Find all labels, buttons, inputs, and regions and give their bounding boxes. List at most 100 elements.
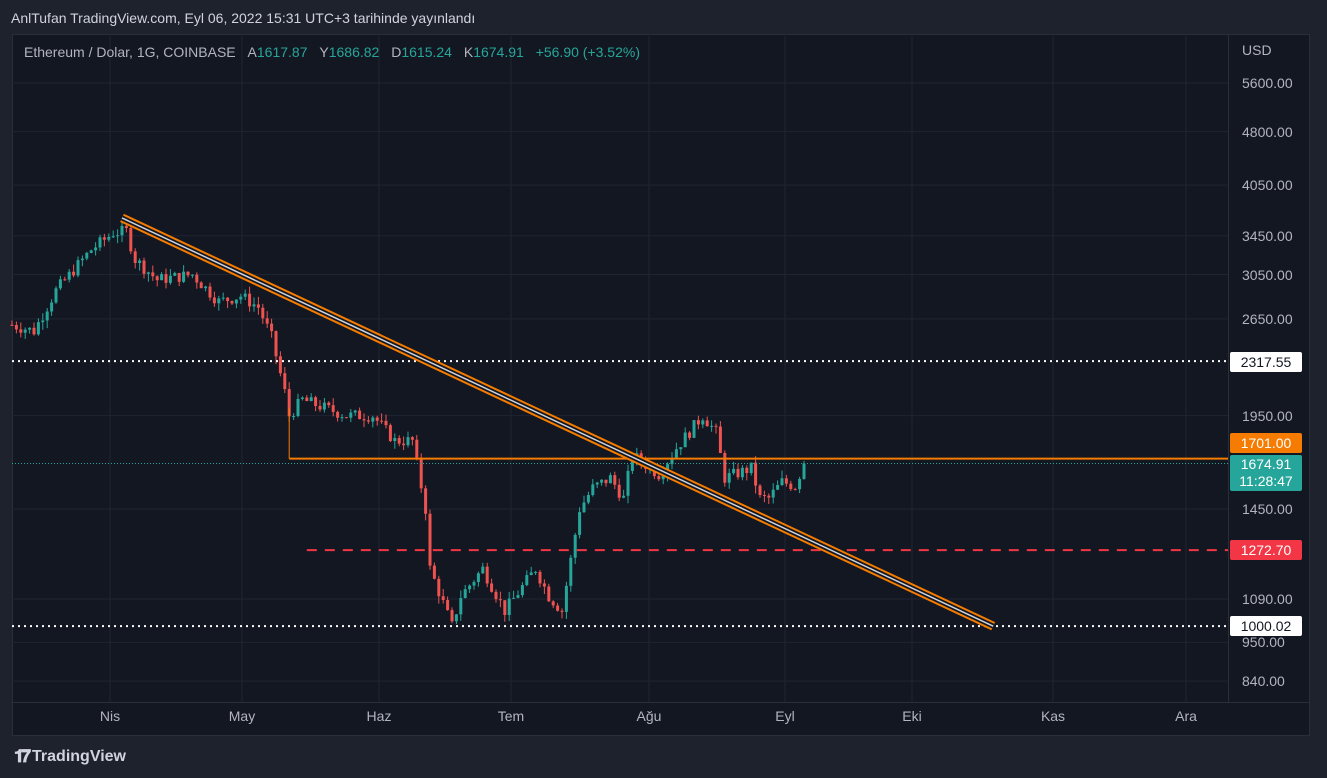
candle-body	[428, 513, 432, 566]
candle-body	[402, 443, 406, 446]
candle-body	[446, 599, 450, 611]
candle-body	[595, 482, 599, 485]
candle-body	[749, 462, 753, 474]
candle-body	[551, 601, 555, 606]
time-tick: May	[228, 708, 256, 724]
candle-body	[283, 373, 287, 390]
low-value: 1615.24	[401, 44, 452, 60]
candle-body	[723, 452, 727, 483]
candle-body	[718, 426, 722, 453]
candle-body	[28, 327, 32, 330]
time-tick: Kas	[1040, 708, 1066, 724]
candle-body	[234, 299, 238, 304]
candle-body	[50, 302, 54, 312]
chart-pane[interactable]	[12, 34, 1310, 736]
tradingview-logo[interactable]: 𝟏𝟕 TradingView	[14, 746, 126, 766]
candle-body	[80, 258, 84, 261]
candle-body	[494, 591, 498, 600]
candle-body	[406, 437, 410, 446]
candle-body	[287, 389, 291, 417]
time-tick: Nis	[99, 708, 121, 724]
candle-body	[538, 571, 542, 584]
price-tick: 5600.00	[1242, 74, 1293, 91]
candle-body	[626, 470, 630, 496]
candle-body	[72, 271, 76, 276]
candle-body	[217, 298, 221, 304]
candle-body	[182, 271, 186, 282]
candle-body	[124, 225, 128, 229]
candle-body	[472, 582, 476, 586]
trendline-center	[121, 217, 994, 627]
candle-body	[10, 324, 14, 326]
candle-body	[199, 282, 203, 289]
price-tick: 1450.00	[1242, 501, 1293, 517]
candle-body	[380, 420, 384, 422]
candle-body	[613, 475, 617, 485]
candle-body	[362, 419, 366, 421]
candle-body	[586, 495, 590, 503]
time-tick: Haz	[366, 708, 392, 724]
price-axis-border	[1228, 34, 1229, 702]
price-tick: 1950.00	[1242, 407, 1293, 424]
candle-body	[85, 252, 89, 259]
candle-body	[89, 250, 93, 253]
price-tag-1000: 1000.02	[1230, 616, 1302, 636]
candle-body	[388, 425, 392, 442]
price-tag-1272: 1272.70	[1230, 540, 1302, 560]
candle-body	[657, 476, 661, 480]
candle-body	[507, 598, 511, 615]
candle-body	[107, 236, 111, 240]
candle-body	[798, 478, 802, 490]
candle-body	[410, 437, 414, 440]
candle-body	[261, 307, 265, 319]
candle-body	[525, 575, 529, 586]
currency-label: USD	[1242, 42, 1272, 58]
candle-body	[600, 479, 604, 483]
price-tick: 4050.00	[1242, 177, 1293, 194]
candle-body	[468, 585, 472, 590]
candle-body	[133, 251, 137, 264]
candle-body	[560, 610, 564, 612]
candle-body	[318, 405, 322, 410]
candle-body	[344, 417, 348, 419]
candle-body	[415, 439, 419, 458]
candle-body	[784, 478, 788, 484]
candle-body	[243, 293, 247, 297]
candle-body	[573, 534, 577, 558]
publish-info: AnlTufan TradingView.com, Eyl 06, 2022 1…	[11, 10, 476, 26]
candle-body	[569, 557, 573, 586]
candle-body	[41, 320, 45, 323]
candle-body	[366, 420, 370, 422]
candle-body	[32, 327, 36, 335]
candle-body	[459, 598, 463, 615]
candle-body	[230, 301, 234, 304]
candle-body	[221, 297, 225, 299]
candle-body	[754, 462, 758, 486]
candle-body	[309, 397, 313, 402]
candle-body	[336, 411, 340, 418]
symbol-name[interactable]: Ethereum / Dolar, 1G, COINBASE	[24, 44, 236, 60]
candle-body	[481, 566, 485, 574]
candle-body	[142, 260, 146, 274]
candle-body	[36, 322, 40, 335]
candle-body	[547, 586, 551, 602]
price-tag-2317: 2317.55	[1230, 352, 1302, 372]
candle-body	[710, 425, 714, 427]
candle-body	[300, 397, 304, 399]
candle-body	[314, 397, 318, 406]
candle-body	[63, 279, 67, 281]
candle-body	[661, 473, 665, 480]
candle-body	[252, 304, 256, 307]
candle-body	[322, 402, 326, 410]
candle-body	[67, 271, 71, 280]
candle-body	[384, 420, 388, 426]
candle-body	[204, 286, 208, 289]
price-tag-1701: 1701.00	[1230, 433, 1302, 453]
candle-body	[542, 583, 546, 587]
candle-body	[630, 458, 634, 471]
candle-body	[186, 271, 190, 276]
candle-body	[94, 247, 98, 251]
candle-body	[111, 236, 115, 238]
candle-body	[578, 512, 582, 535]
